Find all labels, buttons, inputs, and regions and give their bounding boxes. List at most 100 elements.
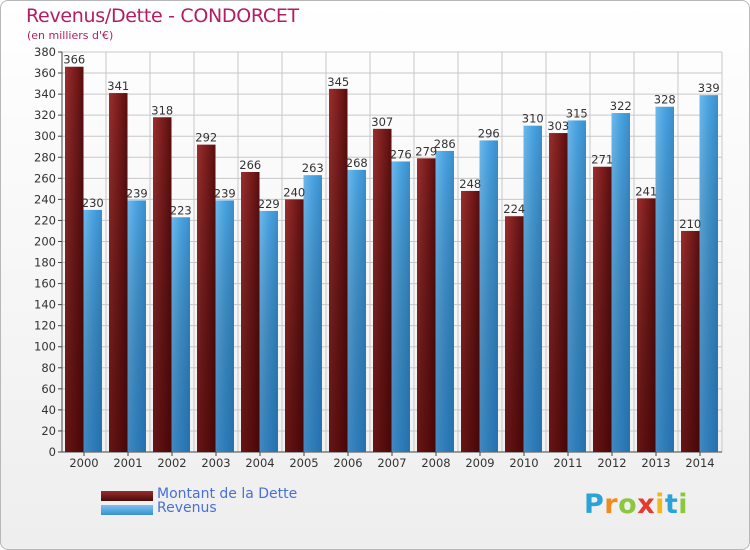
data-label-debt: 318 bbox=[151, 103, 173, 117]
y-tick-label: 240 bbox=[34, 192, 56, 206]
data-label-debt: 292 bbox=[195, 131, 217, 145]
y-tick-label: 60 bbox=[41, 382, 56, 396]
x-tick-label: 2003 bbox=[201, 456, 230, 470]
x-tick-label: 2012 bbox=[597, 456, 626, 470]
data-label-revenue: 286 bbox=[434, 137, 456, 151]
bar-layer bbox=[65, 66, 718, 453]
y-tick-label: 20 bbox=[41, 424, 56, 438]
label-layer: 3662303412393182232922392662292402633452… bbox=[63, 53, 719, 231]
logo-letter: o bbox=[618, 489, 638, 520]
y-tick-label: 180 bbox=[34, 256, 56, 270]
chart-title: Revenus/Dette - CONDORCET bbox=[26, 5, 299, 27]
data-label-debt: 307 bbox=[371, 115, 393, 129]
data-label-revenue: 239 bbox=[214, 186, 236, 200]
legend-swatch-revenue bbox=[101, 505, 153, 515]
x-tick-label: 2008 bbox=[421, 456, 450, 470]
data-label-debt: 345 bbox=[327, 75, 349, 89]
y-tick-label: 120 bbox=[34, 319, 56, 333]
logo-letter: i bbox=[678, 489, 689, 520]
bar-revenue-shade bbox=[611, 113, 630, 452]
bar-revenue-shade bbox=[215, 200, 234, 452]
x-tick-label: 2002 bbox=[157, 456, 186, 470]
x-tick-label: 2004 bbox=[245, 456, 274, 470]
y-tick-label: 220 bbox=[34, 213, 56, 227]
data-label-debt: 271 bbox=[591, 153, 613, 167]
legend-swatch-debt bbox=[101, 491, 153, 501]
bar-debt-shade bbox=[549, 133, 568, 453]
x-tick-label: 2013 bbox=[641, 456, 670, 470]
x-tick-label: 2000 bbox=[69, 456, 98, 470]
bar-debt-shade bbox=[153, 117, 172, 453]
x-tick-label: 2005 bbox=[289, 456, 318, 470]
y-tick-label: 140 bbox=[34, 298, 56, 312]
bar-revenue-shade bbox=[127, 200, 146, 452]
data-label-revenue: 310 bbox=[522, 112, 544, 126]
data-label-debt: 241 bbox=[635, 184, 657, 198]
y-tick-label: 260 bbox=[34, 171, 56, 185]
data-label-revenue: 276 bbox=[390, 147, 412, 161]
bar-revenue-shade bbox=[567, 120, 586, 452]
data-label-revenue: 339 bbox=[698, 81, 720, 95]
logo-letter: r bbox=[604, 489, 619, 520]
bar-debt-shade bbox=[241, 172, 260, 452]
data-label-debt: 248 bbox=[459, 177, 481, 191]
logo-letter: x bbox=[637, 489, 656, 520]
bar-debt-shade bbox=[109, 93, 128, 452]
data-label-debt: 303 bbox=[547, 119, 569, 133]
data-label-debt: 279 bbox=[415, 144, 437, 158]
bar-debt-shade bbox=[637, 198, 656, 452]
bar-revenue-shade bbox=[699, 95, 718, 452]
bar-debt-shade bbox=[373, 128, 392, 452]
bar-debt-shade bbox=[417, 158, 436, 452]
y-tick-label: 100 bbox=[34, 340, 56, 354]
y-tick-label: 320 bbox=[34, 108, 56, 122]
y-tick-label: 360 bbox=[34, 66, 56, 80]
bar-debt-shade bbox=[285, 199, 304, 452]
data-label-debt: 366 bbox=[63, 53, 85, 67]
bar-revenue-shade bbox=[655, 106, 674, 452]
y-tick-label: 380 bbox=[34, 45, 56, 59]
data-label-revenue: 229 bbox=[258, 197, 280, 211]
bar-revenue-shade bbox=[479, 140, 498, 452]
bar-debt-shade bbox=[329, 88, 348, 452]
y-tick-label: 340 bbox=[34, 87, 56, 101]
x-tick-label: 2007 bbox=[377, 456, 406, 470]
bar-debt-shade bbox=[681, 230, 700, 452]
data-label-revenue: 239 bbox=[126, 186, 148, 200]
y-tick-label: 300 bbox=[34, 129, 56, 143]
bar-debt-shade bbox=[461, 190, 480, 452]
bar-revenue-shade bbox=[523, 125, 542, 453]
y-tick-label: 40 bbox=[41, 403, 56, 417]
logo-letter: P bbox=[584, 489, 605, 520]
data-label-revenue: 268 bbox=[346, 156, 368, 170]
data-label-revenue: 230 bbox=[82, 196, 104, 210]
bar-debt-shade bbox=[197, 144, 216, 452]
x-tick-label: 2001 bbox=[113, 456, 142, 470]
data-label-revenue: 328 bbox=[654, 93, 676, 107]
x-tick-label: 2014 bbox=[685, 456, 714, 470]
logo-letter: i bbox=[655, 489, 665, 520]
bar-debt-shade bbox=[505, 216, 524, 452]
data-label-debt: 266 bbox=[239, 158, 261, 172]
data-label-debt: 240 bbox=[283, 185, 305, 199]
y-tick-label: 200 bbox=[34, 234, 56, 248]
data-label-revenue: 263 bbox=[302, 161, 324, 175]
x-tick-label: 2009 bbox=[465, 456, 494, 470]
x-tick-label: 2011 bbox=[553, 456, 582, 470]
logo-letter: t bbox=[664, 489, 679, 520]
data-label-revenue: 223 bbox=[170, 203, 192, 217]
data-label-debt: 224 bbox=[503, 202, 525, 216]
y-tick-label: 80 bbox=[41, 361, 56, 375]
bar-debt-shade bbox=[593, 166, 612, 452]
bar-debt-shade bbox=[65, 66, 84, 452]
bar-revenue-shade bbox=[391, 161, 410, 452]
chart-subtitle: (en milliers d'€) bbox=[27, 29, 114, 42]
data-label-revenue: 322 bbox=[610, 99, 632, 113]
y-tick-label: 160 bbox=[34, 277, 56, 291]
x-tick-label: 2010 bbox=[509, 456, 538, 470]
legend-label-debt: Montant de la Dette bbox=[157, 486, 298, 502]
data-label-debt: 210 bbox=[679, 217, 701, 231]
legend-label-revenue: Revenus bbox=[157, 500, 217, 516]
